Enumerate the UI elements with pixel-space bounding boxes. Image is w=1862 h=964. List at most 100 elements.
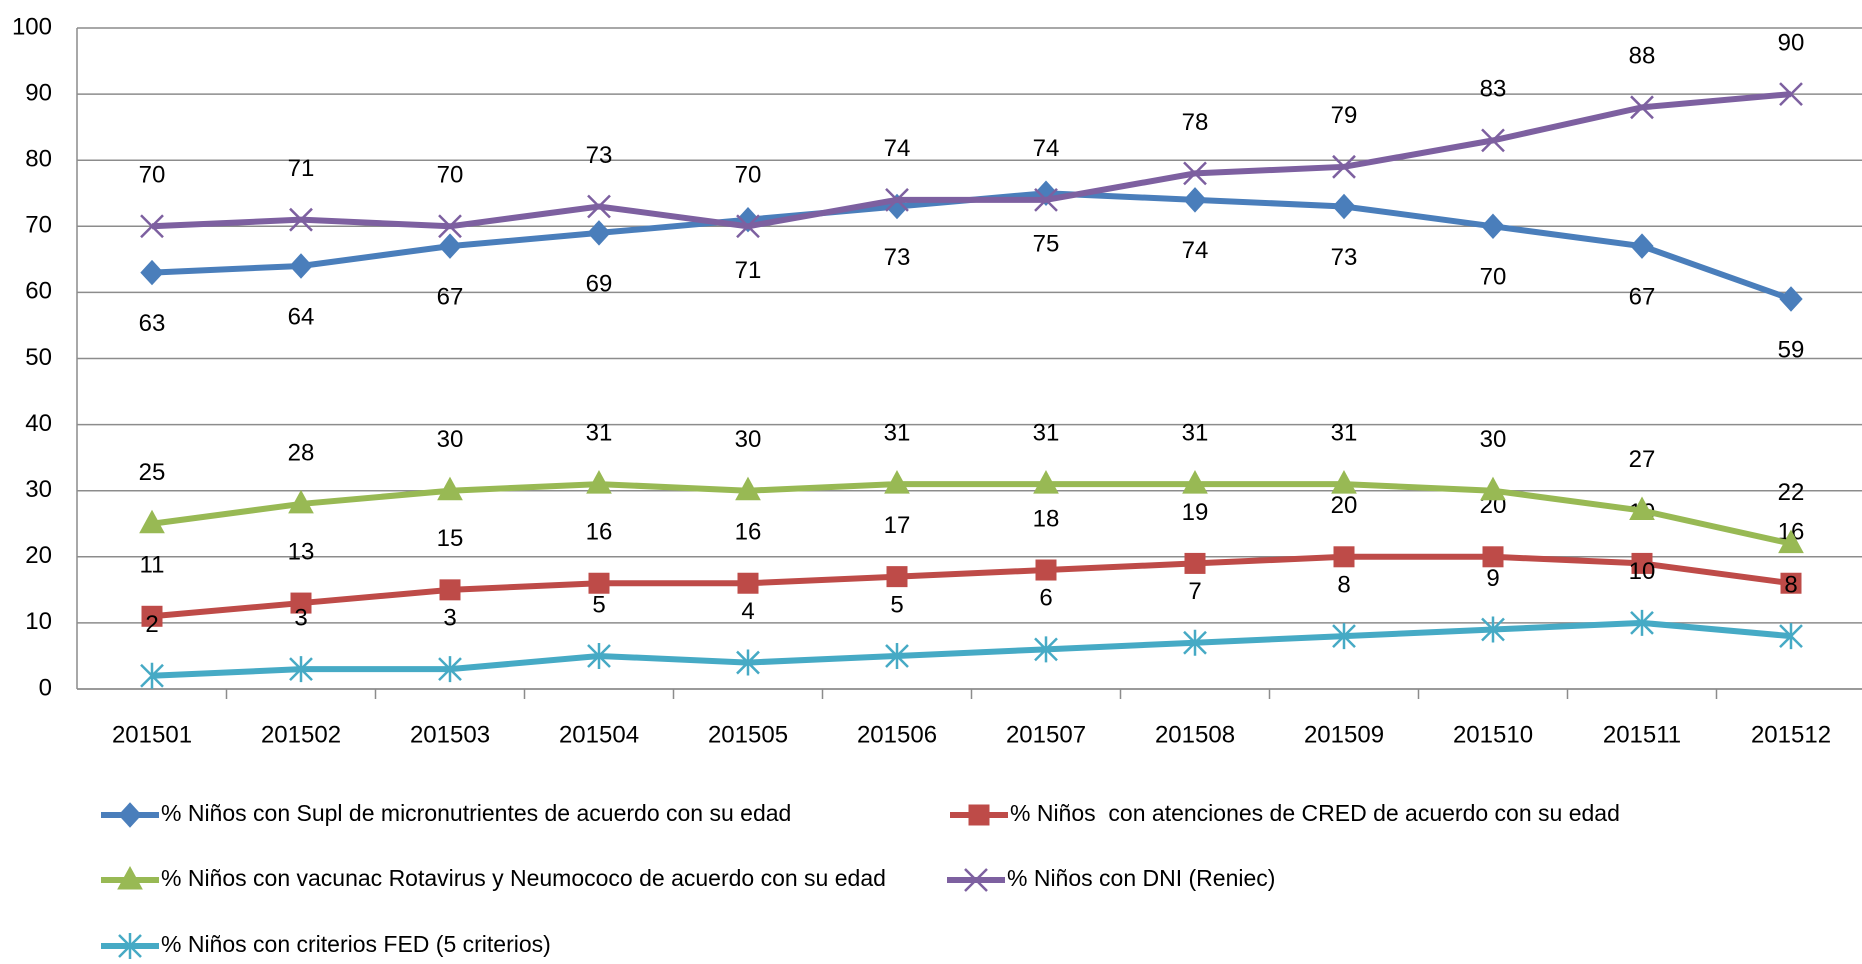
point bbox=[289, 207, 313, 232]
y-tick-label: 10 bbox=[25, 608, 52, 635]
legend-label: % Niños con Supl de micronutrientes de a… bbox=[161, 800, 791, 826]
data-label: 5 bbox=[890, 591, 903, 618]
data-label: 7 bbox=[1188, 578, 1201, 605]
series-line bbox=[151, 481, 1792, 547]
series: 70 71 70 73 70 74 74 78 79 83 88 90 bbox=[139, 29, 1804, 239]
legend-label: % Niños con atenciones de CRED de acuerd… bbox=[1010, 800, 1620, 826]
data-label: 88 bbox=[1629, 43, 1656, 70]
data-label: 31 bbox=[1182, 419, 1209, 446]
data-label: 19 bbox=[1182, 499, 1209, 526]
point bbox=[290, 592, 312, 614]
data-label: 5 bbox=[592, 591, 605, 618]
y-tick-label: 70 bbox=[25, 212, 52, 239]
data-label: 16 bbox=[586, 519, 613, 546]
data-label: 17 bbox=[884, 512, 911, 539]
series-line bbox=[151, 553, 1792, 620]
point bbox=[1332, 154, 1356, 179]
data-label: 31 bbox=[586, 419, 613, 446]
data-label: 59 bbox=[1778, 336, 1805, 363]
point bbox=[140, 214, 164, 239]
point bbox=[1481, 128, 1505, 153]
point bbox=[586, 470, 612, 494]
point bbox=[118, 933, 142, 959]
y-tick-label: 80 bbox=[25, 146, 52, 173]
point bbox=[140, 259, 164, 286]
legend-label: % Niños con criterios FED (5 criterios) bbox=[161, 931, 551, 957]
data-label: 25 bbox=[139, 459, 166, 486]
y-tick-label: 90 bbox=[25, 79, 52, 106]
data-label: 28 bbox=[288, 439, 315, 466]
point bbox=[1629, 496, 1655, 521]
series: 25 28 30 31 30 31 31 31 31 30 27 22 bbox=[139, 419, 1805, 554]
point bbox=[437, 476, 463, 501]
x-tick-label: 201503 bbox=[410, 721, 490, 748]
y-tick-label: 40 bbox=[25, 410, 52, 437]
point bbox=[438, 656, 462, 683]
point bbox=[1778, 529, 1804, 554]
data-label: 31 bbox=[1033, 419, 1060, 446]
point bbox=[1184, 552, 1206, 574]
point bbox=[117, 865, 143, 890]
data-label: 11 bbox=[140, 552, 165, 579]
point bbox=[884, 470, 910, 494]
point bbox=[1183, 161, 1207, 186]
series-line bbox=[151, 91, 1792, 230]
point bbox=[588, 572, 610, 594]
data-label: 22 bbox=[1778, 479, 1805, 506]
point bbox=[737, 572, 759, 594]
data-label: 31 bbox=[884, 419, 911, 446]
legend-entry: % Niños con DNI (Reniec) bbox=[947, 865, 1275, 892]
data-label: 78 bbox=[1182, 109, 1209, 136]
data-label: 30 bbox=[437, 426, 464, 453]
series-line bbox=[151, 619, 1792, 679]
x-tick-label: 201512 bbox=[1751, 721, 1831, 748]
data-label: 2 bbox=[145, 611, 158, 638]
data-label: 70 bbox=[139, 162, 166, 189]
data-label: 69 bbox=[586, 270, 613, 297]
data-label: 8 bbox=[1784, 571, 1797, 598]
point bbox=[289, 253, 313, 279]
data-label: 63 bbox=[139, 310, 166, 337]
data-label: 70 bbox=[437, 162, 464, 189]
data-label: 30 bbox=[735, 426, 762, 453]
x-tick-label: 201510 bbox=[1453, 721, 1533, 748]
point bbox=[1480, 476, 1506, 501]
x-tick-label: 201506 bbox=[857, 721, 937, 748]
data-label: 3 bbox=[443, 605, 456, 632]
data-label: 71 bbox=[735, 257, 762, 284]
point bbox=[1481, 616, 1505, 643]
point bbox=[736, 214, 760, 239]
point bbox=[1779, 82, 1803, 106]
data-label: 70 bbox=[1480, 264, 1507, 291]
point bbox=[885, 187, 909, 212]
point bbox=[1182, 470, 1208, 494]
data-label: 74 bbox=[1033, 135, 1060, 162]
legend-entry: % Niños con vacunac Rotavirus y Neumococ… bbox=[101, 865, 886, 891]
point bbox=[1630, 95, 1654, 120]
data-label: 15 bbox=[437, 525, 464, 552]
x-tick-label: 201507 bbox=[1006, 721, 1086, 748]
data-label: 31 bbox=[1331, 419, 1358, 446]
point bbox=[587, 642, 611, 669]
series: 111315161617181920201916 bbox=[140, 492, 1804, 627]
y-tick-label: 50 bbox=[25, 344, 52, 371]
point bbox=[1482, 546, 1504, 568]
data-label: 79 bbox=[1331, 102, 1358, 129]
data-label: 75 bbox=[1033, 231, 1060, 258]
data-label: 3 bbox=[294, 605, 307, 632]
point bbox=[438, 233, 462, 259]
series: 63 64 67 69 71 73 75 74 73 70 67 59 bbox=[139, 180, 1805, 363]
data-label: 73 bbox=[586, 142, 613, 169]
x-tick-label: 201511 bbox=[1603, 721, 1681, 748]
data-label: 70 bbox=[735, 162, 762, 189]
point bbox=[1183, 629, 1207, 656]
point bbox=[1035, 559, 1057, 581]
data-label: 73 bbox=[884, 244, 911, 271]
data-label: 13 bbox=[288, 538, 315, 565]
legend-label: % Niños con vacunac Rotavirus y Neumococ… bbox=[161, 865, 886, 891]
data-label: 74 bbox=[884, 135, 911, 162]
point bbox=[1332, 193, 1356, 220]
series-line bbox=[151, 190, 1793, 302]
point bbox=[968, 804, 990, 826]
data-label: 27 bbox=[1629, 446, 1656, 473]
